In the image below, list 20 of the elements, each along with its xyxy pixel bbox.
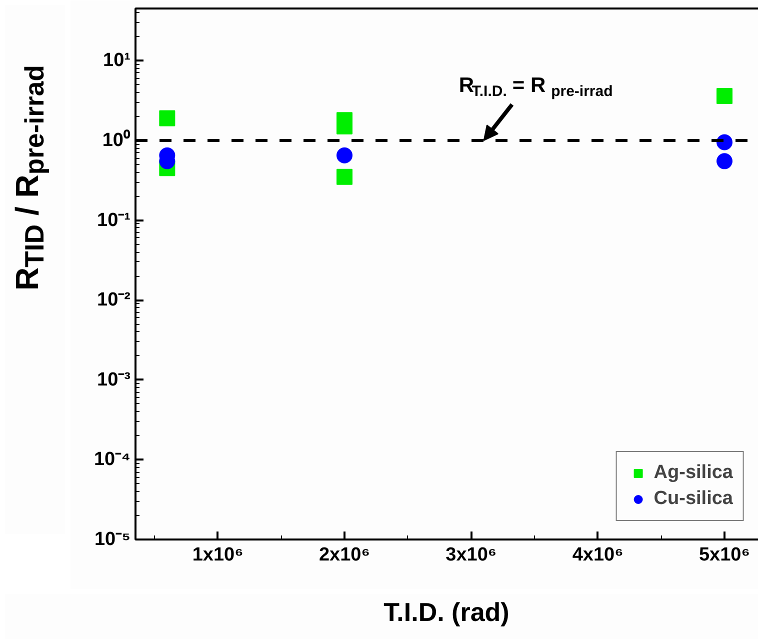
y-tick-label: 10⁻² bbox=[97, 290, 131, 311]
x-tick-label: 5x10⁶ bbox=[698, 544, 750, 566]
x-axis-title: T.I.D. (rad) bbox=[382, 596, 510, 629]
point bbox=[336, 168, 352, 185]
point bbox=[336, 147, 352, 164]
x-tick-label: 4x10⁶ bbox=[572, 544, 624, 566]
y-tick-label: 10¹ bbox=[103, 50, 131, 72]
point bbox=[716, 88, 732, 104]
x-tick-label: 1x10⁶ bbox=[192, 544, 244, 566]
legend-label: Cu-silica bbox=[654, 488, 733, 510]
y-tick-label: 10⁰ bbox=[102, 128, 131, 151]
y-tick-label: 10⁻⁵ bbox=[94, 529, 131, 550]
x-tick-label: 3x10⁶ bbox=[446, 544, 497, 566]
point bbox=[716, 153, 732, 170]
y-tick-label: 10⁻¹ bbox=[97, 210, 131, 231]
x-tick-label: 2x10⁶ bbox=[318, 544, 370, 566]
point bbox=[159, 110, 176, 126]
legend-label: Ag-silica bbox=[654, 462, 733, 484]
y-tick-label: 10⁻⁴ bbox=[94, 449, 131, 470]
y-tick-label: 10⁻³ bbox=[97, 369, 131, 390]
